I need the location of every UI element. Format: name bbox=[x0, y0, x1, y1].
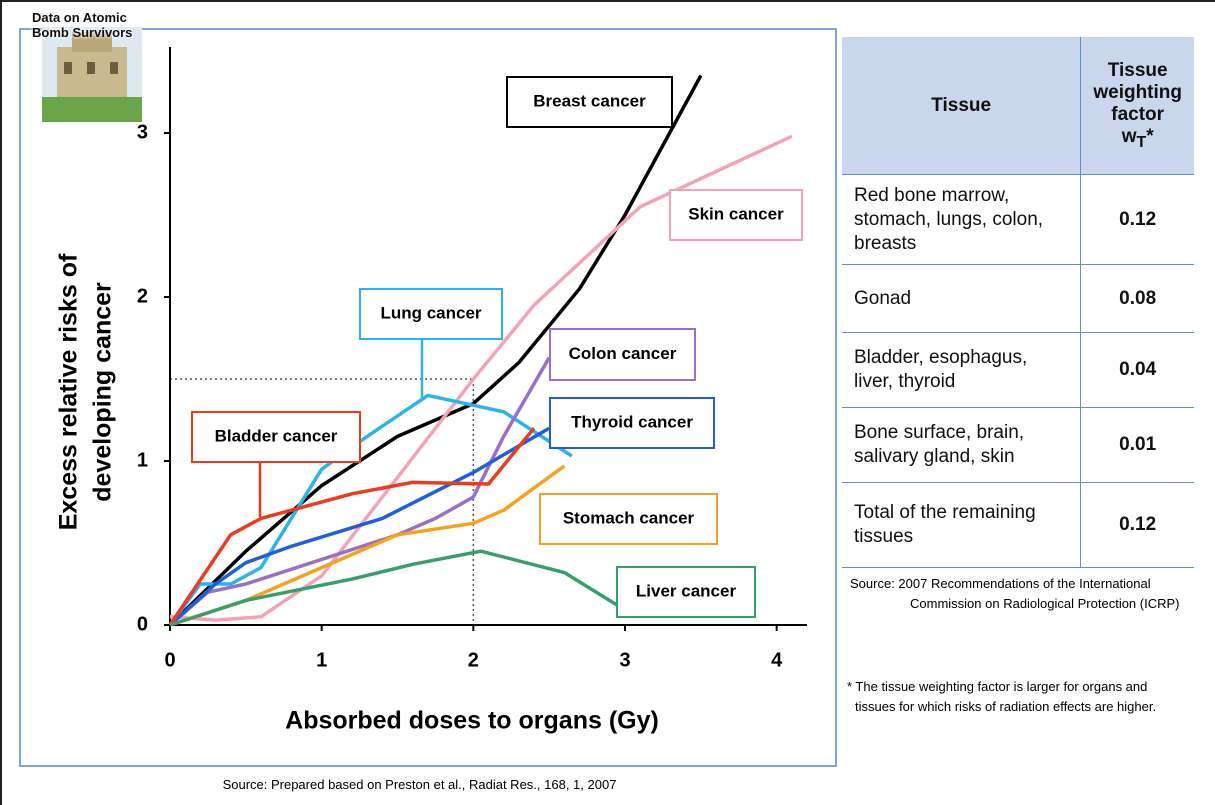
factor-cell: 0.12 bbox=[1080, 482, 1194, 568]
label-box bbox=[539, 493, 718, 545]
footnote: * The tissue weighting factor is larger … bbox=[847, 679, 1157, 714]
label-box bbox=[669, 189, 803, 241]
tissue-cell: Bone surface, brain, salivary gland, ski… bbox=[842, 407, 1081, 483]
y-axis-label: Excess relative risks of bbox=[55, 253, 83, 530]
series-label: Stomach cancer bbox=[563, 508, 695, 527]
tissue-cell: Gonad bbox=[842, 264, 1081, 333]
table-row: Bone surface, brain, salivary gland, ski… bbox=[842, 407, 1194, 483]
label-box bbox=[191, 411, 361, 463]
table-row: Bladder, esophagus, liver, thyroid 0.04 bbox=[842, 332, 1194, 408]
header-symbol: wT* bbox=[1093, 126, 1182, 152]
chart-panel bbox=[19, 28, 837, 767]
series-line bbox=[168, 426, 551, 627]
x-axis-label: Absorbed doses to organs (Gy) bbox=[285, 707, 659, 735]
x-tick-label: 2 bbox=[468, 649, 479, 671]
series-label: Colon cancer bbox=[569, 344, 677, 363]
symbol-sub: T bbox=[1136, 133, 1147, 151]
factor-cell: 0.12 bbox=[1080, 174, 1194, 265]
header-factor-line: weighting bbox=[1093, 81, 1182, 103]
chart-source: Source: Prepared based on Preston et al.… bbox=[222, 777, 617, 792]
y-tick-label: 0 bbox=[137, 613, 148, 635]
tissue-table: Tissue Tissue weighting factor wT* Red b… bbox=[842, 37, 1194, 568]
series-label: Thyroid cancer bbox=[571, 412, 693, 431]
factor-cell: 0.08 bbox=[1080, 264, 1194, 333]
x-tick-label: 3 bbox=[619, 649, 630, 671]
y-tick-label: 2 bbox=[137, 285, 148, 307]
y-tick-label: 1 bbox=[137, 449, 148, 471]
badge-icon bbox=[42, 27, 142, 122]
series-line bbox=[169, 134, 793, 622]
tissue-cell: Red bone marrow, stomach, lungs, colon, … bbox=[842, 174, 1081, 265]
series-label: Liver cancer bbox=[636, 581, 737, 600]
header-factor: Tissue weighting factor wT* bbox=[1080, 37, 1194, 175]
x-tick-label: 4 bbox=[771, 649, 783, 671]
label-box bbox=[549, 328, 696, 381]
label-box bbox=[359, 288, 503, 340]
label-box bbox=[549, 397, 715, 449]
series-label: Lung cancer bbox=[380, 303, 481, 322]
symbol-base: w bbox=[1121, 125, 1137, 147]
symbol-suffix: * bbox=[1146, 125, 1154, 147]
series-line bbox=[169, 549, 619, 627]
table-row: Total of the remaining tissues 0.12 bbox=[842, 482, 1194, 568]
y-axis-label: developing cancer bbox=[89, 282, 117, 502]
tissue-cell: Bladder, esophagus, liver, thyroid bbox=[842, 332, 1081, 408]
header-factor-line: Tissue bbox=[1107, 59, 1168, 81]
x-tick-label: 1 bbox=[316, 649, 327, 671]
label-box bbox=[506, 76, 673, 128]
series-label: Skin cancer bbox=[688, 204, 784, 223]
table-row: Gonad 0.08 bbox=[842, 264, 1194, 333]
header-tissue: Tissue bbox=[842, 37, 1081, 175]
table-header: Tissue Tissue weighting factor wT* bbox=[842, 37, 1194, 175]
label-box bbox=[616, 566, 756, 618]
table-source: Source: 2007 Recommendations of the Inte… bbox=[850, 574, 1180, 614]
table-row: Red bone marrow, stomach, lungs, colon, … bbox=[842, 174, 1194, 265]
factor-cell: 0.01 bbox=[1080, 407, 1194, 483]
series-label: Breast cancer bbox=[533, 91, 646, 110]
tissue-cell: Total of the remaining tissues bbox=[842, 482, 1081, 568]
badge: Data on Atomic Bomb Survivors bbox=[32, 10, 133, 40]
series-label: Bladder cancer bbox=[215, 426, 338, 445]
y-tick-label: 3 bbox=[137, 121, 148, 143]
series-line bbox=[168, 427, 536, 626]
factor-cell: 0.04 bbox=[1080, 332, 1194, 408]
table-source-text: Source: 2007 Recommendations of the Inte… bbox=[850, 576, 1180, 611]
x-tick-label: 0 bbox=[164, 649, 175, 671]
header-factor-line: factor bbox=[1111, 103, 1165, 125]
